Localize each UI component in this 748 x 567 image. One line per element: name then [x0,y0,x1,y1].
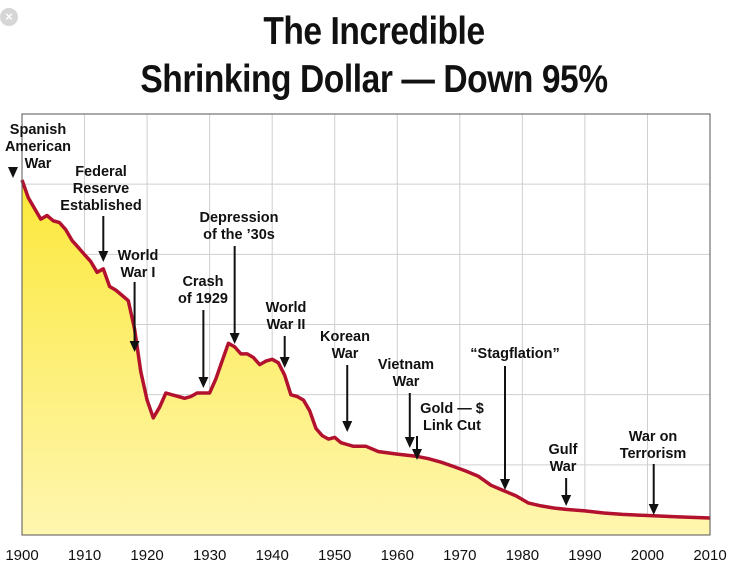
x-tick-label: 1950 [318,547,351,564]
annotation-label: War I [121,265,156,281]
arrow-down-icon [500,479,510,490]
x-tick-label: 1940 [255,547,288,564]
annotation-label: War [25,156,52,172]
x-tick-label: 1930 [193,547,226,564]
arrow-down-icon [98,251,109,262]
annotation-label: Established [60,198,141,214]
x-tick-label: 1980 [506,547,539,564]
arrow-down-icon [198,377,209,388]
annotation-label: Gulf [549,442,578,458]
x-tick-label: 1990 [568,547,601,564]
arrow-down-icon [648,504,659,515]
annotation-label: World [118,248,159,264]
annotation-label: Gold — $ [420,401,484,417]
close-icon[interactable]: × [0,8,18,26]
arrow-down-icon [412,449,422,460]
dollar-value-line [20,179,711,520]
annotation-label: Vietnam [378,357,434,373]
x-tick-label: 1970 [443,547,476,564]
chart-title-line-2: Shrinking Dollar — Down 95% [140,58,608,101]
annotation-label: War on [629,429,678,445]
x-tick-label: 1920 [130,547,163,564]
annotation-label: Reserve [73,181,129,197]
x-tick-label: 2010 [693,547,726,564]
arrow-down-icon [229,333,240,344]
annotation-label: Federal [75,164,127,180]
annotation-label: War [332,346,359,362]
annotation-label: of the ’30s [203,227,275,243]
annotation-label: Crash [182,274,223,290]
annotation-label: Spanish [10,122,66,138]
arrow-down-icon [561,495,572,506]
annotation-label: World [266,300,307,316]
area-fill [22,180,710,535]
x-tick-label: 2000 [631,547,664,564]
arrow-down-icon [404,437,415,448]
x-tick-label: 1910 [68,547,101,564]
annotation-label: Depression [200,210,279,226]
annotation: Gold — $Link Cut [412,401,484,460]
chart-title-line-1: The Incredible [263,10,485,53]
annotation-label: Link Cut [423,418,481,434]
arrow-down-icon [129,341,140,352]
x-tick-label: 1960 [381,547,414,564]
annotation-label: War [550,459,577,475]
arrow-down-icon [8,167,18,178]
annotation-label: American [5,139,71,155]
x-tick-labels: 1900 1910 1920 1930 1940 1950 1960 1970 1980 1990… [5,547,726,564]
x-tick-label: 1900 [5,547,38,564]
annotation-label: Korean [320,329,370,345]
annotation-label: War [393,374,420,390]
arrow-down-icon [279,357,290,368]
annotation-label: Terrorism [620,446,687,462]
annotation-label: “Stagflation” [470,346,559,362]
annotation-label: of 1929 [178,291,228,307]
plot-frame [21,113,711,536]
annotation: “Stagflation” [470,346,560,490]
arrow-down-icon [342,421,353,432]
annotation-label: War II [267,317,306,333]
